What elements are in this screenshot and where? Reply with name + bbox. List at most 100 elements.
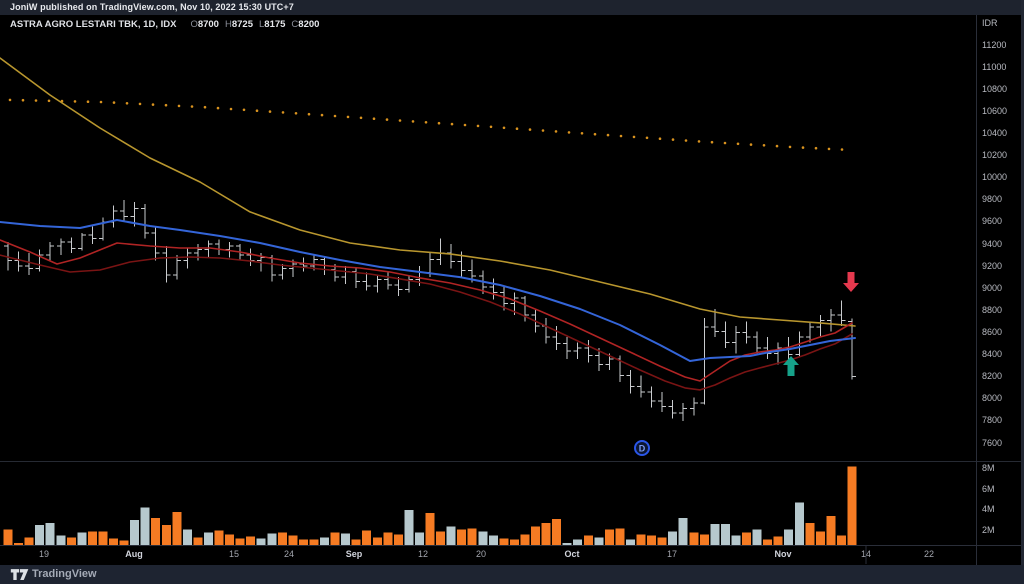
volume-bar [66, 537, 76, 545]
volume-bar [351, 539, 361, 545]
volume-bar [235, 538, 245, 545]
dotted-orange-trendline [242, 108, 246, 112]
volume-bar [77, 532, 87, 545]
snapshot-right-edge [1021, 0, 1024, 565]
dotted-orange-trendline [580, 132, 584, 135]
volume-bar [636, 534, 646, 545]
dotted-orange-trendline [21, 98, 25, 102]
currency-label: IDR [982, 18, 998, 28]
dotted-orange-trendline [203, 105, 207, 109]
dotted-orange-trendline [255, 109, 259, 112]
volume-bar [604, 529, 614, 545]
volume-bar [383, 532, 393, 545]
volume-bar [573, 539, 583, 545]
dotted-orange-trendline [411, 120, 415, 123]
volume-bar [341, 533, 351, 545]
volume-bar [214, 530, 224, 545]
close-value: 8200 [298, 19, 320, 30]
up-arrow-marker[interactable] [783, 356, 799, 376]
dotted-orange-trendline [476, 124, 480, 128]
dotted-orange-trendline [593, 132, 597, 136]
volume-bar [488, 535, 498, 545]
dotted-orange-trendline [528, 128, 532, 131]
dotted-orange-trendline [788, 145, 792, 149]
volume-axis-label: 6M [982, 483, 995, 494]
volume-bar [182, 529, 192, 545]
symbol-legend[interactable]: ASTRA AGRO LESTARI TBK, 1D, IDX O8700 H872… [10, 19, 319, 30]
price-axis-label: 11000 [982, 61, 1007, 72]
dotted-orange-trendline [723, 141, 727, 145]
dotted-orange-trendline [749, 143, 753, 146]
volume-bar [657, 537, 667, 545]
volume-axis-label: 8M [982, 463, 995, 473]
volume-bar [773, 536, 783, 545]
volume-bar [309, 539, 319, 545]
dotted-orange-trendline [801, 146, 805, 149]
volume-bar [720, 524, 730, 545]
price-axis-label: 10200 [982, 150, 1008, 161]
dotted-orange-trendline [86, 100, 90, 103]
volume-bar [193, 537, 203, 545]
time-axis-month-label: Nov [774, 549, 792, 559]
dotted-orange-trendline [216, 106, 220, 110]
time-axis-month-label: Aug [125, 549, 143, 559]
tradingview-logo-icon[interactable] [10, 568, 30, 582]
dotted-orange-trendline [294, 112, 298, 115]
dotted-orange-trendline [437, 121, 441, 125]
dotted-orange-trendline [320, 113, 324, 117]
volume-bar [815, 531, 825, 545]
dotted-orange-trendline [73, 100, 77, 103]
volume-bar [172, 511, 182, 545]
volume-bar [541, 523, 551, 545]
volume-bar [204, 532, 213, 545]
volume-bar [130, 520, 140, 545]
dotted-orange-trendline [671, 138, 675, 141]
dotted-orange-trendline [112, 101, 116, 104]
dotted-orange-trendline [138, 102, 142, 106]
time-axis-day-label: 14 [860, 549, 871, 559]
time-axis-month-label: Sep [345, 549, 363, 559]
volume-bar [731, 535, 741, 545]
time-axis[interactable]: 19 Aug 15 24 Sep 12 20 Oct 17 Nov 14 22 [0, 545, 977, 565]
price-axis-border [976, 15, 977, 565]
price-axis-label: 11200 [982, 39, 1007, 50]
price-axis[interactable]: IDR 11200 11000 10800 10600 10400 10200 10000 9… [977, 15, 1024, 565]
time-axis-border [0, 545, 1024, 546]
volume-bar [478, 531, 488, 545]
price-axis-label: 9400 [982, 238, 1003, 249]
tradingview-brand[interactable]: TradingView [32, 568, 97, 580]
price-axis-label: 8800 [982, 304, 1003, 315]
price-axis-label: 7800 [982, 415, 1003, 426]
volume-bar [14, 542, 24, 545]
volume-bar [119, 540, 129, 545]
price-axis-label: 7600 [982, 437, 1003, 448]
ma-long-yellow [0, 57, 856, 327]
dotted-orange-trendline [424, 121, 428, 124]
time-axis-day-label: 17 [666, 549, 677, 559]
time-axis-day-label: 22 [923, 549, 934, 559]
dotted-orange-trendline [736, 142, 740, 146]
pane-separator[interactable] [0, 461, 1024, 462]
dotted-orange-trendline [710, 140, 714, 144]
down-arrow-marker[interactable] [843, 272, 859, 292]
dotted-orange-trendline [281, 111, 285, 114]
dividend-marker[interactable] [634, 440, 650, 456]
dotted-orange-trendline [606, 133, 610, 137]
symbol-title: ASTRA AGRO LESTARI TBK, 1D, IDX [10, 19, 177, 30]
volume-bar [710, 524, 720, 545]
volume-bar [56, 535, 66, 545]
volume-bar [161, 525, 171, 545]
open-value: 8700 [197, 19, 219, 30]
price-axis-label: 9000 [982, 282, 1003, 293]
volume-bar [763, 539, 773, 545]
dotted-orange-trendline [307, 112, 311, 116]
time-axis-day-label: 19 [38, 549, 49, 559]
volume-bar [151, 518, 161, 545]
volume-bar [362, 530, 372, 545]
volume-bar [805, 523, 815, 545]
dotted-orange-trendline [645, 136, 649, 140]
attribution-text: JoniW published on TradingView.com, Nov … [10, 2, 294, 12]
volume-bar [298, 539, 308, 545]
